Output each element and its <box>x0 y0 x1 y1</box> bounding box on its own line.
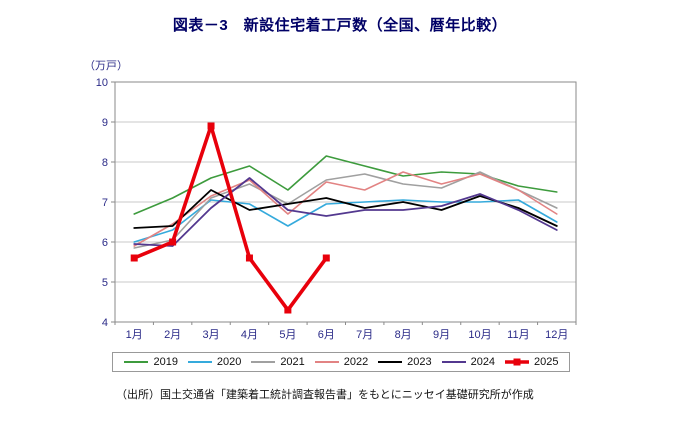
legend-swatch-2024 <box>441 361 466 363</box>
legend-label-2019: 2019 <box>153 356 178 368</box>
legend-label-2023: 2023 <box>407 356 432 368</box>
y-axis-unit-label: （万戸） <box>84 60 128 72</box>
chart-title: 図表－3 新設住宅着工戸数（全国、暦年比較） <box>172 17 508 34</box>
legend-label-2020: 2020 <box>216 356 242 368</box>
x-tick-label: 7月 <box>356 329 373 341</box>
source-note: （出所）国土交通省「建築着工統計調査報告書」をもとにニッセイ基礎研究所が作成 <box>116 389 534 401</box>
x-tick-label: 4月 <box>241 329 258 341</box>
series-line-2023 <box>133 189 558 229</box>
series-marker-2025 <box>322 254 330 262</box>
x-tick-label: 5月 <box>279 329 296 341</box>
legend-swatch-2022 <box>314 361 339 363</box>
y-tick-label: 9 <box>102 117 108 129</box>
x-tick-label: 10月 <box>468 329 491 341</box>
x-tick-label: 12月 <box>545 329 568 341</box>
y-tick-label: 5 <box>102 277 108 289</box>
y-tick-label: 6 <box>102 237 108 249</box>
x-tick-label: 2月 <box>164 329 181 341</box>
legend-item-2024: 2024 <box>441 356 495 368</box>
legend-label-2021: 2021 <box>280 356 305 368</box>
series-marker-2025 <box>169 238 177 246</box>
series-marker-2025 <box>245 254 253 262</box>
series-line-2025 <box>132 124 329 312</box>
y-tick-label: 8 <box>102 157 108 169</box>
y-tick-label: 4 <box>102 317 108 329</box>
x-tick-label: 9月 <box>433 329 450 341</box>
series-line-2021 <box>133 171 558 249</box>
series-marker-2025 <box>207 122 215 130</box>
x-tick-label: 6月 <box>318 329 335 341</box>
legend-swatch-2021 <box>251 361 276 363</box>
legend-item-2025: 2025 <box>504 356 558 368</box>
legend-item-2019: 2019 <box>123 356 178 368</box>
legend-item-2021: 2021 <box>250 356 305 368</box>
legend-marker <box>513 358 521 366</box>
legend-swatch-2019 <box>124 361 149 363</box>
x-tick-label: 8月 <box>395 329 412 341</box>
legend-swatch-2020 <box>187 361 212 363</box>
legend-label-2024: 2024 <box>470 356 496 368</box>
x-tick-label: 11月 <box>507 329 529 341</box>
legend-label-2025: 2025 <box>534 356 559 368</box>
legend-swatch-2023 <box>378 361 403 363</box>
y-tick-label: 10 <box>96 77 108 89</box>
y-tick-label: 7 <box>102 197 108 209</box>
legend-swatch-2025 <box>505 358 529 366</box>
series-line-2022 <box>133 171 558 247</box>
legend-item-2022: 2022 <box>314 356 368 368</box>
series-marker-2025 <box>284 306 292 314</box>
legend-item-2023: 2023 <box>377 356 432 368</box>
legend-item-2020: 2020 <box>187 356 241 368</box>
x-tick-label: 1月 <box>126 329 143 341</box>
chart-legend: 2019 2020 2021 2022 2023 2024 2025 <box>112 352 570 372</box>
series-line-2024 <box>133 177 558 247</box>
legend-label-2022: 2022 <box>343 356 369 368</box>
x-tick-label: 3月 <box>202 329 219 341</box>
line-chart-canvas: 4 5 6 7 8 9 10 1月 2月 3月 4月 5月 6月 7月 8月 9月 10月 11月 12月 <box>96 77 577 341</box>
series-marker-2025 <box>130 254 138 262</box>
